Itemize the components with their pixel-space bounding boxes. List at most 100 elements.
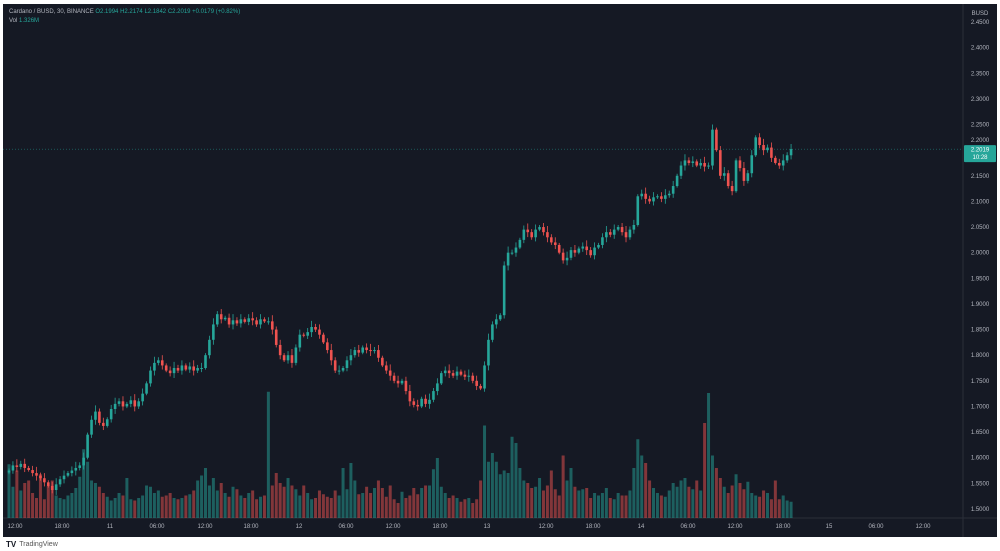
candle-body bbox=[601, 237, 604, 245]
candle-body bbox=[561, 252, 565, 261]
volume-bar bbox=[19, 490, 23, 518]
volume-bar bbox=[758, 496, 762, 518]
candle-body bbox=[125, 403, 129, 407]
time-tick-label: 12:00 bbox=[7, 524, 23, 530]
volume-bar bbox=[600, 493, 604, 518]
volume-bar bbox=[141, 495, 145, 518]
candle-body bbox=[620, 227, 624, 233]
volume-bar bbox=[726, 493, 730, 518]
candle-body bbox=[70, 470, 74, 474]
volume-label[interactable]: Vol bbox=[9, 18, 18, 24]
volume-bar bbox=[357, 494, 361, 518]
volume-bar bbox=[369, 493, 373, 518]
time-tick-label: 06:00 bbox=[868, 524, 884, 530]
candle-body bbox=[777, 162, 781, 166]
volume-bar bbox=[133, 500, 137, 518]
candle-body bbox=[770, 147, 773, 158]
candle-body bbox=[742, 168, 746, 181]
candle-body bbox=[208, 339, 211, 356]
volume-bar bbox=[597, 495, 600, 518]
volume-bar bbox=[408, 495, 412, 518]
volume-bar bbox=[380, 488, 384, 518]
time-tick-label: 15 bbox=[826, 524, 833, 530]
candle-body bbox=[357, 350, 361, 353]
volume-bar bbox=[15, 470, 19, 518]
candle-body bbox=[440, 373, 443, 384]
price-tick-label: 1.6000 bbox=[971, 456, 990, 462]
volume-bar bbox=[341, 468, 345, 518]
candle-body bbox=[54, 484, 58, 491]
candle-body bbox=[180, 365, 184, 371]
volume-bar bbox=[46, 485, 50, 518]
candle-body bbox=[738, 160, 742, 169]
candle-body bbox=[274, 329, 278, 345]
volume-bar bbox=[392, 499, 396, 518]
candle-body bbox=[384, 365, 388, 371]
candle-body bbox=[361, 347, 364, 353]
symbol-label[interactable]: Cardano / BUSD, 30, BINANCE bbox=[9, 9, 94, 15]
close-value: C2.2019 bbox=[167, 9, 191, 15]
last-price-badge bbox=[964, 145, 996, 163]
candlestick-chart[interactable]: BUSD 2.4500 2.4000 2.3500 2.3000 2.2500 2.2000… bbox=[3, 4, 997, 537]
volume-bar bbox=[349, 463, 353, 518]
volume-bar bbox=[420, 488, 424, 518]
candle-body bbox=[377, 350, 380, 358]
candle-body bbox=[113, 403, 117, 410]
candle-body bbox=[502, 265, 506, 316]
candle-body bbox=[518, 239, 522, 248]
candle-body bbox=[514, 247, 518, 253]
candle-body bbox=[703, 162, 706, 167]
candle-body bbox=[671, 186, 675, 194]
volume-bar bbox=[416, 494, 420, 518]
volume-bar bbox=[321, 494, 325, 518]
candle-body bbox=[365, 347, 368, 351]
volume-bar bbox=[35, 498, 39, 518]
candle-body bbox=[35, 473, 38, 476]
volume-bar bbox=[278, 483, 282, 518]
candle-body bbox=[306, 332, 309, 336]
low-value: L2.1842 bbox=[144, 9, 167, 15]
price-tick-label: 1.8500 bbox=[971, 328, 990, 334]
candle-body bbox=[660, 196, 663, 199]
price-tick-label: 1.8000 bbox=[971, 353, 990, 359]
volume-bar bbox=[565, 480, 569, 518]
candle-body bbox=[278, 344, 282, 356]
candle-body bbox=[432, 391, 435, 400]
volume-bar bbox=[310, 499, 314, 518]
candle-body bbox=[11, 465, 15, 471]
candle-body bbox=[310, 326, 313, 333]
brand-label[interactable]: TradingView bbox=[19, 541, 58, 548]
candle-body bbox=[149, 370, 152, 384]
volume-bar bbox=[754, 495, 758, 518]
volume-bar bbox=[718, 478, 722, 518]
candle-body bbox=[219, 314, 223, 320]
volume-bar bbox=[762, 490, 766, 518]
candle-body bbox=[259, 319, 262, 325]
volume-bar bbox=[534, 486, 538, 518]
candle-body bbox=[176, 368, 180, 371]
candle-body bbox=[333, 360, 337, 371]
volume-bar bbox=[738, 483, 742, 518]
volume-bar bbox=[530, 488, 534, 518]
volume-bar bbox=[376, 480, 380, 518]
volume-bar bbox=[156, 490, 160, 518]
candle-body bbox=[400, 380, 404, 384]
candle-body bbox=[286, 355, 290, 361]
time-tick-label: 06:00 bbox=[338, 524, 354, 530]
candle-body bbox=[726, 173, 730, 187]
volume-bar bbox=[703, 423, 707, 518]
candle-body bbox=[78, 465, 82, 468]
candle-body bbox=[498, 315, 502, 320]
price-tick-label: 1.5000 bbox=[971, 507, 990, 513]
high-value: H2.2174 bbox=[120, 9, 143, 15]
candle-body bbox=[624, 232, 628, 238]
candle-body bbox=[227, 317, 231, 325]
candle-body bbox=[267, 321, 270, 323]
candle-body bbox=[302, 334, 306, 336]
candle-body bbox=[160, 360, 164, 366]
candle-body bbox=[542, 227, 545, 233]
volume-bar bbox=[54, 495, 58, 518]
candle-body bbox=[90, 419, 93, 435]
volume-bar bbox=[66, 495, 70, 518]
candle-body bbox=[43, 478, 46, 483]
